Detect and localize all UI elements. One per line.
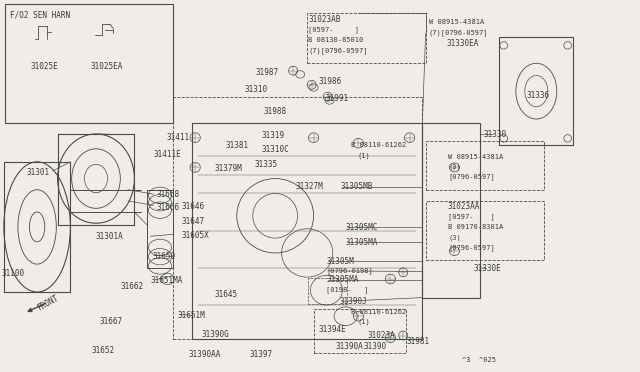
Text: 31662: 31662 (120, 282, 143, 291)
Text: 31330E: 31330E (474, 264, 501, 273)
Text: 31667: 31667 (99, 317, 122, 326)
Text: 31336: 31336 (526, 92, 549, 100)
Text: (7)[0796-0597]: (7)[0796-0597] (429, 29, 488, 36)
Text: 31390J: 31390J (339, 297, 367, 306)
Text: W 08915-4381A: W 08915-4381A (448, 154, 503, 160)
Text: 31411E: 31411E (154, 150, 181, 159)
Text: B 09170-8301A: B 09170-8301A (448, 224, 503, 230)
Text: [0597-    ]: [0597- ] (448, 213, 495, 220)
Text: 31390G: 31390G (202, 330, 229, 339)
Text: 31025EA: 31025EA (91, 62, 124, 71)
Text: 31986: 31986 (319, 77, 342, 86)
Text: 31988: 31988 (264, 107, 287, 116)
Text: 31025E: 31025E (31, 62, 58, 71)
Text: 31023AA: 31023AA (448, 202, 481, 211)
Text: 31668: 31668 (157, 190, 180, 199)
Text: 31330EA: 31330EA (447, 39, 479, 48)
Text: (7)[0796-0597]: (7)[0796-0597] (308, 47, 368, 54)
Text: 31327M: 31327M (296, 182, 323, 191)
Text: F/O2 SEN HARN: F/O2 SEN HARN (10, 10, 70, 19)
Text: 31305MB: 31305MB (340, 182, 373, 191)
Text: 31651M: 31651M (178, 311, 205, 320)
Text: (3): (3) (448, 234, 461, 241)
Text: (1): (1) (357, 152, 370, 159)
Text: 31305MA: 31305MA (346, 238, 378, 247)
Text: B 08130-85010: B 08130-85010 (308, 37, 364, 43)
Text: B 08110-61262: B 08110-61262 (351, 309, 406, 315)
Text: 31646: 31646 (182, 202, 205, 211)
Text: (3): (3) (448, 163, 461, 170)
Text: 31310C: 31310C (261, 145, 289, 154)
Text: 31981: 31981 (406, 337, 429, 346)
Text: [0796-0597]: [0796-0597] (448, 244, 495, 251)
Text: 31397: 31397 (250, 350, 273, 359)
Text: 31652: 31652 (92, 346, 115, 355)
Text: 31310: 31310 (244, 85, 268, 94)
Text: 31390A: 31390A (336, 342, 364, 351)
Text: 31650: 31650 (152, 252, 175, 261)
Text: FRONT: FRONT (35, 294, 60, 313)
Text: [0198-   ]: [0198- ] (326, 286, 369, 293)
Text: [0597-     ]: [0597- ] (308, 26, 360, 33)
Text: 31605X: 31605X (182, 231, 209, 240)
Text: 31305MA: 31305MA (326, 275, 359, 284)
Text: W 08915-4381A: W 08915-4381A (429, 19, 484, 25)
Text: [0796-0198]: [0796-0198] (326, 267, 373, 274)
Text: 31319: 31319 (261, 131, 284, 140)
Text: 31390: 31390 (364, 342, 387, 351)
Text: 31305MC: 31305MC (346, 223, 378, 232)
Text: 31301: 31301 (27, 169, 50, 177)
Text: 31023AB: 31023AB (308, 15, 341, 24)
Text: 31023A: 31023A (368, 331, 396, 340)
Text: 31330: 31330 (483, 130, 506, 139)
Text: 31394E: 31394E (319, 325, 346, 334)
Text: 31381: 31381 (225, 141, 248, 150)
Text: 31651MA: 31651MA (150, 276, 183, 285)
Text: 31301A: 31301A (95, 232, 123, 241)
Text: 31991: 31991 (325, 94, 348, 103)
Text: (1): (1) (357, 318, 370, 325)
Text: 31411: 31411 (166, 133, 189, 142)
Text: 31335: 31335 (255, 160, 278, 169)
Text: B 08110-61262: B 08110-61262 (351, 142, 406, 148)
Text: ^3  ^025: ^3 ^025 (462, 357, 496, 363)
Text: 31390AA: 31390AA (189, 350, 221, 359)
Text: 31666: 31666 (157, 203, 180, 212)
Text: 31645: 31645 (214, 290, 237, 299)
Text: 31379M: 31379M (214, 164, 242, 173)
Text: 31100: 31100 (1, 269, 24, 278)
Text: [0796-0597]: [0796-0597] (448, 173, 495, 180)
Text: 31987: 31987 (255, 68, 278, 77)
Text: 31305M: 31305M (326, 257, 354, 266)
Text: 31647: 31647 (182, 217, 205, 226)
